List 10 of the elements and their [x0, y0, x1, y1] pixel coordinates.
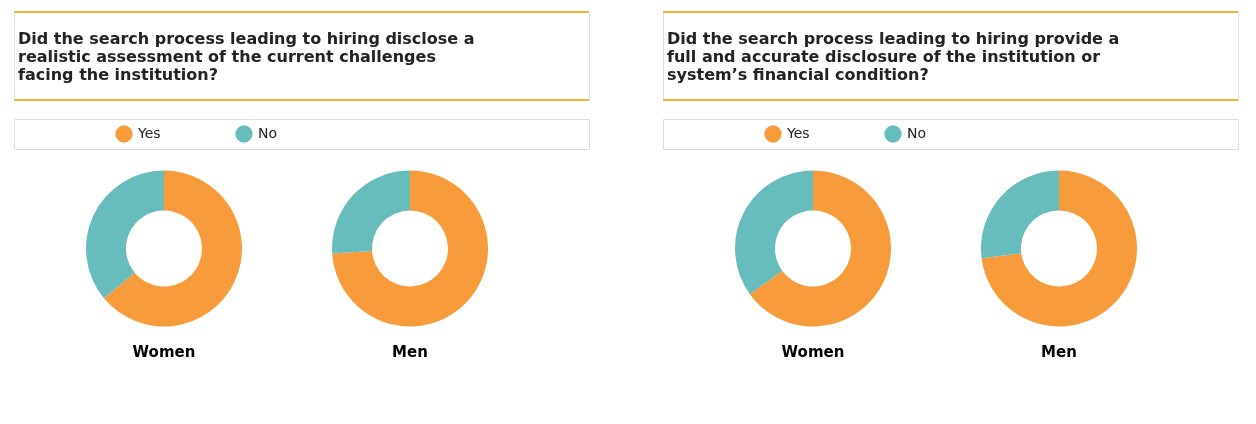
legend-label: No [258, 125, 278, 141]
legend-label: No [907, 125, 927, 141]
legend-label: Yes [786, 125, 810, 141]
slice-label: Men [1041, 343, 1077, 361]
chart-title: Did the search process leading to hiring disclose a realistic assessment of the current challenges facing the institution? [18, 29, 475, 84]
legend-label: Yes [137, 125, 161, 141]
slice-label: Men [392, 343, 428, 361]
slice-label: Women [132, 343, 196, 361]
slice-label: Women [781, 343, 845, 361]
chart-title: Did the search process leading to hiring provide a full and accurate disclosure of the institution or system’s financial condition? [667, 29, 1120, 84]
